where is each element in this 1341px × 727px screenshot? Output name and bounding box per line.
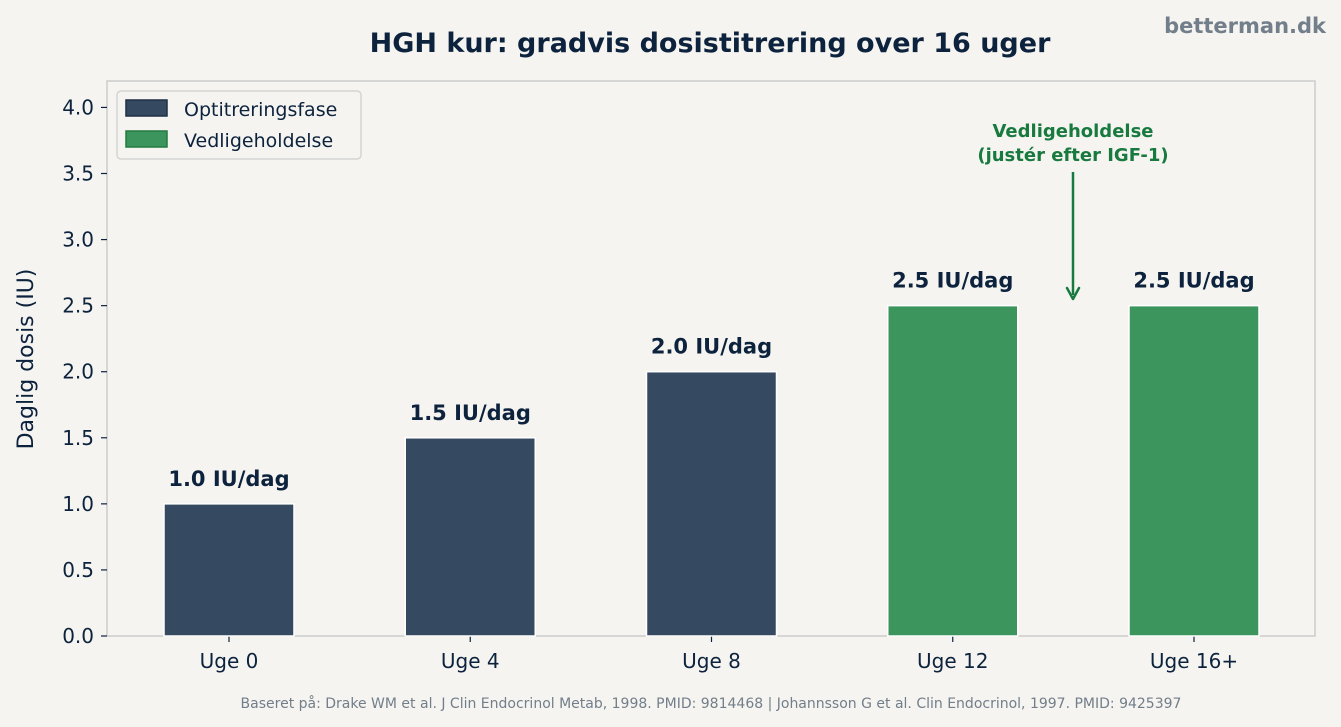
y-axis: 0.0 0.5 1.0 1.5 2.0 2.5 3.0 3.5 4.0 <box>62 95 107 648</box>
x-tick-label: Uge 12 <box>917 649 988 673</box>
bar <box>647 372 777 636</box>
bar <box>888 306 1018 636</box>
annotation-line-2: (justér efter IGF-1) <box>977 145 1168 166</box>
legend-swatch-optitrering <box>126 100 167 116</box>
bar-value-label: 2.5 IU/dag <box>892 269 1013 293</box>
legend-label-optitrering: Optitreringsfase <box>184 99 337 121</box>
y-tick-label: 0.5 <box>62 558 94 582</box>
annotation-line-1: Vedligeholdelse <box>992 121 1153 142</box>
y-tick-label: 1.5 <box>62 426 94 450</box>
y-tick-label: 1.0 <box>62 492 94 516</box>
y-tick-label: 3.5 <box>62 162 94 186</box>
bar <box>405 438 535 636</box>
bar <box>164 504 294 636</box>
y-tick-label: 0.0 <box>62 624 94 648</box>
y-tick-label: 3.0 <box>62 228 94 252</box>
bar-value-label: 2.5 IU/dag <box>1133 269 1254 293</box>
bar-value-label: 2.0 IU/dag <box>651 335 772 359</box>
legend-label-vedligeholdelse: Vedligeholdelse <box>184 130 333 152</box>
x-tick-label: Uge 8 <box>682 649 741 673</box>
bar <box>1129 306 1259 636</box>
y-tick-label: 2.0 <box>62 360 94 384</box>
x-tick-label: Uge 16+ <box>1150 649 1238 673</box>
x-tick-label: Uge 4 <box>441 649 500 673</box>
chart-title: HGH kur: gradvis dosistitrering over 16 … <box>370 28 1051 59</box>
watermark-text: betterman.dk <box>1164 14 1327 38</box>
bar-value-label: 1.0 IU/dag <box>168 467 289 491</box>
bar-value-label: 1.5 IU/dag <box>410 401 531 425</box>
source-citation: Baseret på: Drake WM et al. J Clin Endoc… <box>241 695 1182 712</box>
y-tick-label: 2.5 <box>62 294 94 318</box>
x-tick-label: Uge 0 <box>200 649 259 673</box>
y-axis-label: Daglig dosis (IU) <box>14 269 39 450</box>
x-axis: Uge 0 Uge 4 Uge 8 Uge 12 Uge 16+ <box>200 636 1238 673</box>
legend-swatch-vedligeholdelse <box>126 131 167 147</box>
legend: Optitreringsfase Vedligeholdelse <box>117 91 361 159</box>
y-tick-label: 4.0 <box>62 95 94 119</box>
